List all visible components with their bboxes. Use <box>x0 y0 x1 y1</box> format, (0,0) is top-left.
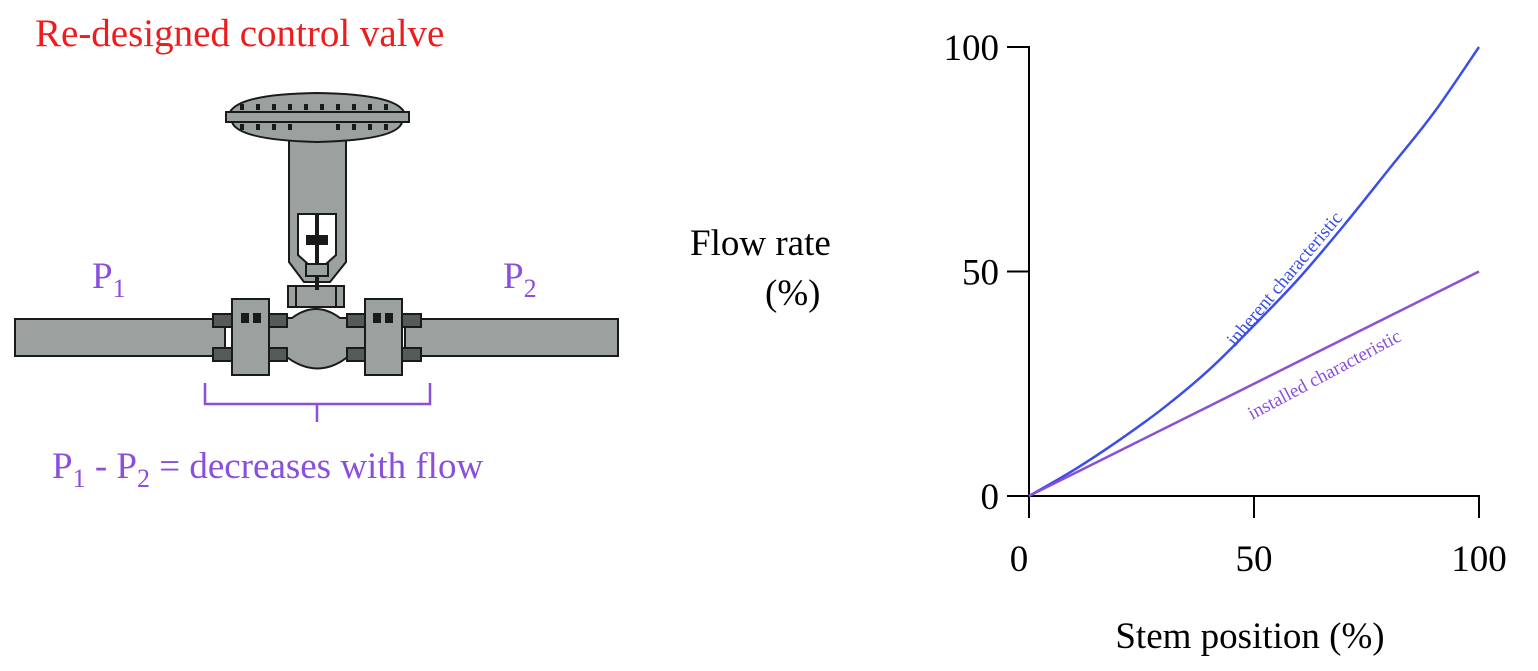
x-axis-label: Stem position (%) <box>1115 616 1384 657</box>
x-tick-label: 100 <box>1451 539 1507 580</box>
y-tick-label: 50 <box>962 253 999 294</box>
p1-label: P1 <box>92 256 126 303</box>
inherent-characteristic-label: inherent characteristic <box>1223 208 1347 350</box>
inlet-pipe <box>14 318 226 357</box>
outlet-flange <box>364 298 403 376</box>
pressure-drop-bracket <box>203 383 432 422</box>
control-valve <box>14 91 619 376</box>
y-tick-label: 100 <box>944 28 1000 69</box>
outlet-pipe <box>404 318 619 357</box>
stem-connector <box>306 235 328 245</box>
x-tick-label: 0 <box>1010 539 1029 580</box>
y-axis-label-line1: Flow rate <box>690 223 831 264</box>
diaphragm-bolts <box>240 104 388 130</box>
y-axis-label-line2: (%) <box>765 273 820 314</box>
installed-characteristic-line <box>1028 270 1480 498</box>
packing-nut <box>305 263 329 277</box>
pressure-drop-caption: P1 - P2 = decreases with flow <box>52 446 483 493</box>
y-tick-label: 0 <box>981 477 1000 518</box>
diaphragm-flange <box>225 111 410 123</box>
flow-chart: Flow rate (%) 0 50 100 0 50 100 inherent cha… <box>690 28 1507 657</box>
x-ticks: 0 50 100 <box>1010 496 1507 580</box>
y-ticks: 0 50 100 <box>944 28 1029 518</box>
x-tick-label: 50 <box>1236 539 1273 580</box>
p2-label: P2 <box>503 256 537 303</box>
flange-bolts <box>212 313 422 362</box>
diagram-title: Re-designed control valve <box>35 12 444 55</box>
inlet-flange <box>231 298 270 376</box>
inherent-characteristic-line <box>1028 46 1481 498</box>
